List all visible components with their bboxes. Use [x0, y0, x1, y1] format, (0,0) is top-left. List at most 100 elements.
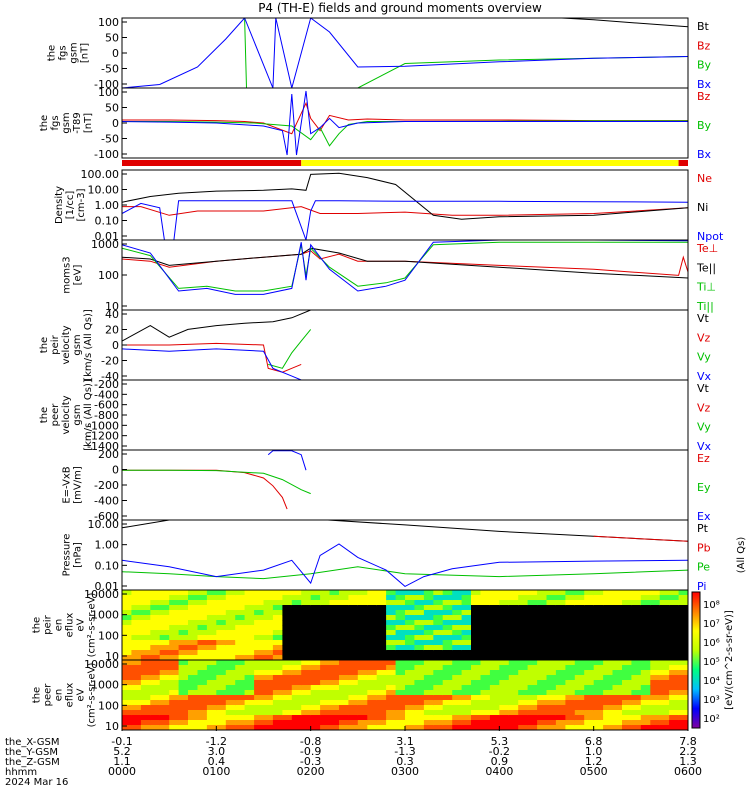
heatmap-cell	[659, 615, 670, 621]
heatmap-cell	[640, 695, 651, 701]
heatmap-cell	[622, 650, 632, 656]
heatmap-cell	[339, 635, 349, 641]
heatmap-cell	[357, 640, 368, 646]
heatmap-cell	[555, 700, 566, 706]
heatmap-cell	[631, 590, 642, 596]
heatmap-cell	[669, 645, 680, 651]
heatmap-cell	[489, 705, 500, 711]
heatmap-cell	[423, 705, 434, 711]
x-tick-label: 6.8	[585, 735, 603, 748]
heatmap-cell	[159, 675, 170, 681]
heatmap-cell	[282, 595, 293, 601]
heatmap-cell	[405, 620, 415, 626]
heatmap-cell	[357, 655, 368, 660]
heatmap-cell	[291, 630, 302, 636]
heatmap-cell	[320, 720, 331, 726]
y-tick-label: 0.01	[95, 230, 120, 243]
heatmap-cell	[376, 615, 387, 621]
y-tick-label: 1000	[91, 609, 119, 622]
heatmap-cell	[612, 605, 623, 611]
heatmap-cell	[329, 595, 340, 601]
heatmap-cell	[414, 665, 425, 671]
heatmap-cell	[423, 590, 434, 596]
colorbar-tick: 10³	[703, 695, 720, 706]
heatmap-cell	[244, 700, 255, 706]
heatmap-cell	[263, 655, 274, 660]
heatmap-cell	[272, 615, 283, 621]
heatmap-cell	[206, 725, 217, 730]
heatmap-cell	[320, 650, 331, 656]
heatmap-cell	[225, 690, 236, 696]
heatmap-cell	[508, 690, 519, 696]
heatmap-cell	[150, 710, 161, 716]
heatmap-cell	[150, 670, 161, 676]
heatmap-cell	[678, 620, 688, 626]
heatmap-cell	[612, 720, 623, 726]
heatmap-cell	[386, 690, 397, 696]
heatmap-cell	[178, 615, 189, 621]
heatmap-cell	[508, 725, 519, 730]
heatmap-cell	[216, 720, 227, 726]
heatmap-cell	[122, 725, 132, 730]
heatmap-cell	[574, 640, 585, 646]
y-axis-label-line: peir	[50, 334, 61, 354]
heatmap-cell	[480, 690, 491, 696]
heatmap-cell	[584, 680, 595, 686]
time-row-label: hhmm	[5, 767, 37, 778]
heatmap-cell	[527, 615, 538, 621]
heatmap-cell	[122, 660, 132, 666]
heatmap-cell	[471, 635, 481, 641]
heatmap-cell	[442, 640, 453, 646]
heatmap-cell	[376, 600, 387, 606]
y-tick-label: 10.00	[88, 518, 120, 531]
series-Ey-line	[122, 469, 311, 495]
heatmap-cell	[631, 620, 642, 626]
heatmap-cell	[546, 635, 557, 641]
heatmap-cell	[291, 725, 302, 730]
y-axis-label-line: fgs	[50, 115, 61, 130]
heatmap-cell	[678, 655, 688, 660]
heatmap-cell	[622, 645, 632, 651]
heatmap-cell	[357, 595, 368, 601]
heatmap-cell	[518, 670, 529, 676]
heatmap-cell	[235, 720, 246, 726]
heatmap-cell	[225, 720, 236, 726]
heatmap-cell	[405, 595, 415, 601]
heatmap-cell	[480, 620, 491, 626]
heatmap-cell	[140, 675, 151, 681]
heatmap-cell	[348, 670, 359, 676]
heatmap-cell	[310, 670, 321, 676]
heatmap-cell	[216, 615, 227, 621]
heatmap-cell	[527, 680, 538, 686]
y-axis-label-line: Pressure	[62, 534, 73, 577]
heatmap-cell	[555, 655, 566, 660]
heatmap-cell	[320, 655, 331, 660]
heatmap-cell	[169, 645, 180, 651]
heatmap-cell	[395, 640, 406, 646]
heatmap-cell	[169, 710, 180, 716]
heatmap-cell	[272, 685, 283, 691]
heatmap-cell	[150, 590, 161, 596]
heatmap-cell	[508, 680, 519, 686]
heatmap-cell	[489, 685, 500, 691]
heatmap-cell	[480, 680, 491, 686]
panel-frame	[121, 379, 689, 451]
heatmap-cell	[650, 635, 661, 641]
heatmap-cell	[320, 635, 331, 641]
heatmap-cell	[178, 720, 189, 726]
heatmap-cell	[565, 615, 576, 621]
heatmap-cell	[603, 690, 614, 696]
heatmap-cell	[348, 720, 359, 726]
heatmap-cell	[197, 625, 208, 631]
heatmap-cell	[650, 670, 661, 676]
x-tick-label: 5.2	[113, 745, 131, 758]
heatmap-cell	[405, 700, 415, 706]
heatmap-cell	[669, 705, 680, 711]
y-tick-label: 200	[98, 448, 119, 461]
heatmap-cell	[640, 670, 651, 676]
heatmap-cell	[480, 625, 491, 631]
heatmap-cell	[631, 625, 642, 631]
heatmap-cell	[612, 595, 623, 601]
heatmap-cell	[669, 690, 680, 696]
heatmap-cell	[414, 600, 425, 606]
